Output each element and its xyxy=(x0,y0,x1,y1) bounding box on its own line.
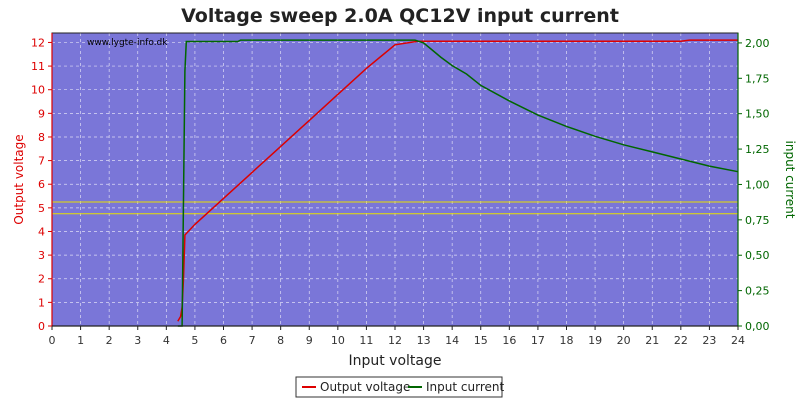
x-tick-label: 17 xyxy=(531,334,545,347)
y2-tick-label: 0,25 xyxy=(745,285,770,298)
y-tick-label: 9 xyxy=(38,107,45,120)
y-tick-label: 1 xyxy=(38,296,45,309)
y2-axis-title: input current xyxy=(783,141,797,219)
y-tick-label: 12 xyxy=(31,36,45,49)
y-tick-label: 3 xyxy=(38,249,45,262)
y-tick-label: 5 xyxy=(38,202,45,215)
y2-tick-label: 0,75 xyxy=(745,214,770,227)
x-tick-label: 9 xyxy=(306,334,313,347)
x-tick-label: 16 xyxy=(502,334,516,347)
x-tick-label: 12 xyxy=(388,334,402,347)
y2-tick-label: 1,00 xyxy=(745,178,770,191)
y-tick-label: 6 xyxy=(38,178,45,191)
grid xyxy=(51,33,739,327)
legend-label-input-current: Input current xyxy=(426,380,504,394)
x-tick-label: 23 xyxy=(702,334,716,347)
x-axis-title: Input voltage xyxy=(348,353,441,369)
y-tick-label: 8 xyxy=(38,131,45,144)
x-tick-label: 11 xyxy=(359,334,373,347)
reference-lines xyxy=(52,201,738,215)
x-tick-label: 6 xyxy=(220,334,227,347)
x-tick-label: 10 xyxy=(331,334,345,347)
y2-tick-label: 2,00 xyxy=(745,37,770,50)
x-tick-label: 7 xyxy=(249,334,256,347)
series-line-output-voltage xyxy=(177,39,738,322)
x-tick-label: 5 xyxy=(191,334,198,347)
x-tick-label: 8 xyxy=(277,334,284,347)
y2-tick-label: 0,50 xyxy=(745,249,770,262)
x-tick-label: 1 xyxy=(77,334,84,347)
watermark: www.lygte-info.dk xyxy=(87,38,168,48)
x-tick-label: 3 xyxy=(134,334,141,347)
axes: 0 1 2 3 4 5 6 7 8 9 10 11 12 13 14 15 16 17 18 19 20 21 22 23 24… xyxy=(31,32,770,347)
y-axis-title: Output voltage xyxy=(12,134,26,224)
legend-box xyxy=(295,376,503,398)
y2-tick-label: 1,75 xyxy=(745,72,770,85)
x-tick-label: 22 xyxy=(674,334,688,347)
y-tick-label: 4 xyxy=(38,225,45,238)
series-line-input-current xyxy=(177,39,739,327)
x-tick-label: 20 xyxy=(617,334,631,347)
x-tick-label: 14 xyxy=(445,334,459,347)
y2-tick-label: 1,25 xyxy=(745,143,770,156)
y2-tick-label: 0,00 xyxy=(745,320,770,333)
x-tick-label: 15 xyxy=(474,334,488,347)
x-tick-label: 13 xyxy=(417,334,431,347)
x-tick-label: 18 xyxy=(560,334,574,347)
series-layer xyxy=(177,39,739,327)
x-tick-label: 24 xyxy=(731,334,745,347)
y-tick-label: 11 xyxy=(31,60,45,73)
y-tick-label: 0 xyxy=(38,320,45,333)
legend-label-output-voltage: Output voltage xyxy=(320,380,410,394)
y-tick-label: 10 xyxy=(31,84,45,97)
x-tick-label: 21 xyxy=(645,334,659,347)
y-tick-label: 7 xyxy=(38,155,45,168)
x-tick-label: 4 xyxy=(163,334,170,347)
x-tick-label: 0 xyxy=(49,334,56,347)
x-tick-label: 19 xyxy=(588,334,602,347)
y2-tick-label: 1,50 xyxy=(745,108,770,121)
legend: Output voltage Input current xyxy=(295,376,504,398)
x-tick-label: 2 xyxy=(106,334,113,347)
y-tick-label: 2 xyxy=(38,273,45,286)
chart-title: Voltage sweep 2.0A QC12V input current xyxy=(181,5,619,27)
